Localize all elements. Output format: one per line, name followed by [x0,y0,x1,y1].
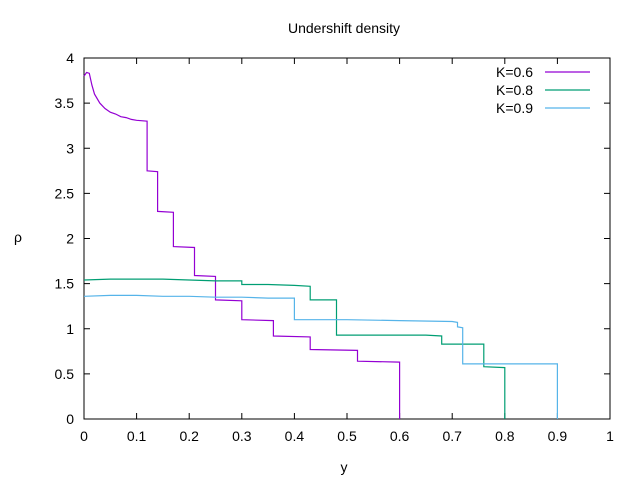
series-line-1 [83,71,401,419]
y-tick-label: 0.5 [55,366,75,382]
y-axis-label: ρ [14,229,22,245]
legend: K=0.6 K=0.8 K=0.9 [496,64,590,116]
y-tick-label: 1 [66,321,74,337]
legend-label: K=0.9 [496,100,533,116]
x-tick-label: 0.1 [127,428,147,444]
series-layer [83,71,558,419]
x-tick-label: 0.8 [495,428,515,444]
x-axis: 0 0.1 0.2 0.3 0.4 0.5 0.6 0.7 0.8 0.9 1 [80,58,614,444]
legend-label: K=0.8 [496,82,533,98]
x-tick-label: 0.4 [285,428,305,444]
y-axis: 0 0.5 1 1.5 2 2.5 3 3.5 4 [55,50,610,427]
series-line-2 [83,278,506,419]
x-tick-label: 1 [606,428,614,444]
y-tick-label: 2 [66,231,74,247]
x-tick-label: 0.9 [548,428,568,444]
x-tick-label: 0.3 [232,428,252,444]
x-tick-label: 0.5 [337,428,357,444]
y-tick-label: 1.5 [55,276,75,292]
x-tick-label: 0 [80,428,88,444]
y-tick-label: 4 [66,50,74,66]
y-tick-label: 2.5 [55,185,75,201]
x-axis-label: y [341,459,348,475]
series-line-3 [83,294,558,419]
legend-label: K=0.6 [496,64,533,80]
y-tick-label: 3 [66,140,74,156]
x-tick-label: 0.6 [390,428,410,444]
y-tick-label: 3.5 [55,95,75,111]
x-tick-label: 0.7 [442,428,462,444]
chart-title: Undershift density [288,20,400,36]
x-tick-label: 0.2 [179,428,199,444]
y-tick-label: 0 [66,411,74,427]
